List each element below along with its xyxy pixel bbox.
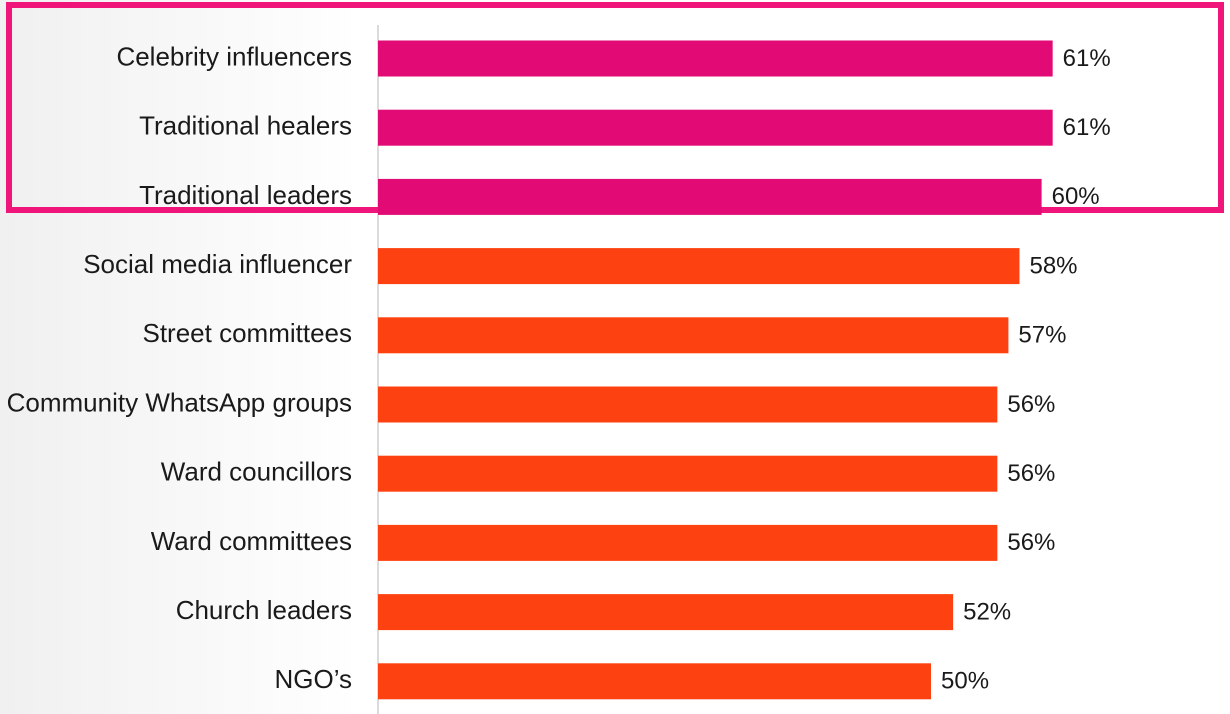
bar <box>378 455 998 492</box>
value-label: 61% <box>1063 45 1111 72</box>
value-label: 50% <box>941 668 989 695</box>
category-label: Community WhatsApp groups <box>7 387 352 417</box>
value-label: 60% <box>1052 183 1100 210</box>
bar <box>378 386 998 423</box>
bar <box>378 524 998 561</box>
value-label: 56% <box>1007 460 1055 487</box>
bar <box>378 178 1042 215</box>
value-label: 57% <box>1018 322 1066 349</box>
plot: Celebrity influencers 61% Traditional heal… <box>7 40 1111 700</box>
category-label: Traditional healers <box>139 111 352 141</box>
bar <box>378 248 1020 285</box>
category-label: Celebrity influencers <box>116 41 352 71</box>
bar <box>378 40 1053 77</box>
value-label: 56% <box>1007 529 1055 556</box>
value-label: 52% <box>963 598 1011 625</box>
bar <box>378 317 1009 354</box>
category-label: Ward committees <box>151 526 352 556</box>
bar <box>378 663 931 700</box>
category-label: Social media influencer <box>83 249 352 279</box>
category-label: Street committees <box>142 318 352 348</box>
value-label: 58% <box>1029 252 1077 279</box>
value-label: 56% <box>1007 391 1055 418</box>
bar <box>378 109 1053 146</box>
category-label: Traditional leaders <box>139 180 352 210</box>
background <box>0 0 360 714</box>
value-label: 61% <box>1063 114 1111 141</box>
category-label: NGO’s <box>274 664 352 694</box>
category-label: Church leaders <box>176 595 352 625</box>
category-label: Ward councillors <box>161 457 352 487</box>
bar <box>378 594 954 631</box>
